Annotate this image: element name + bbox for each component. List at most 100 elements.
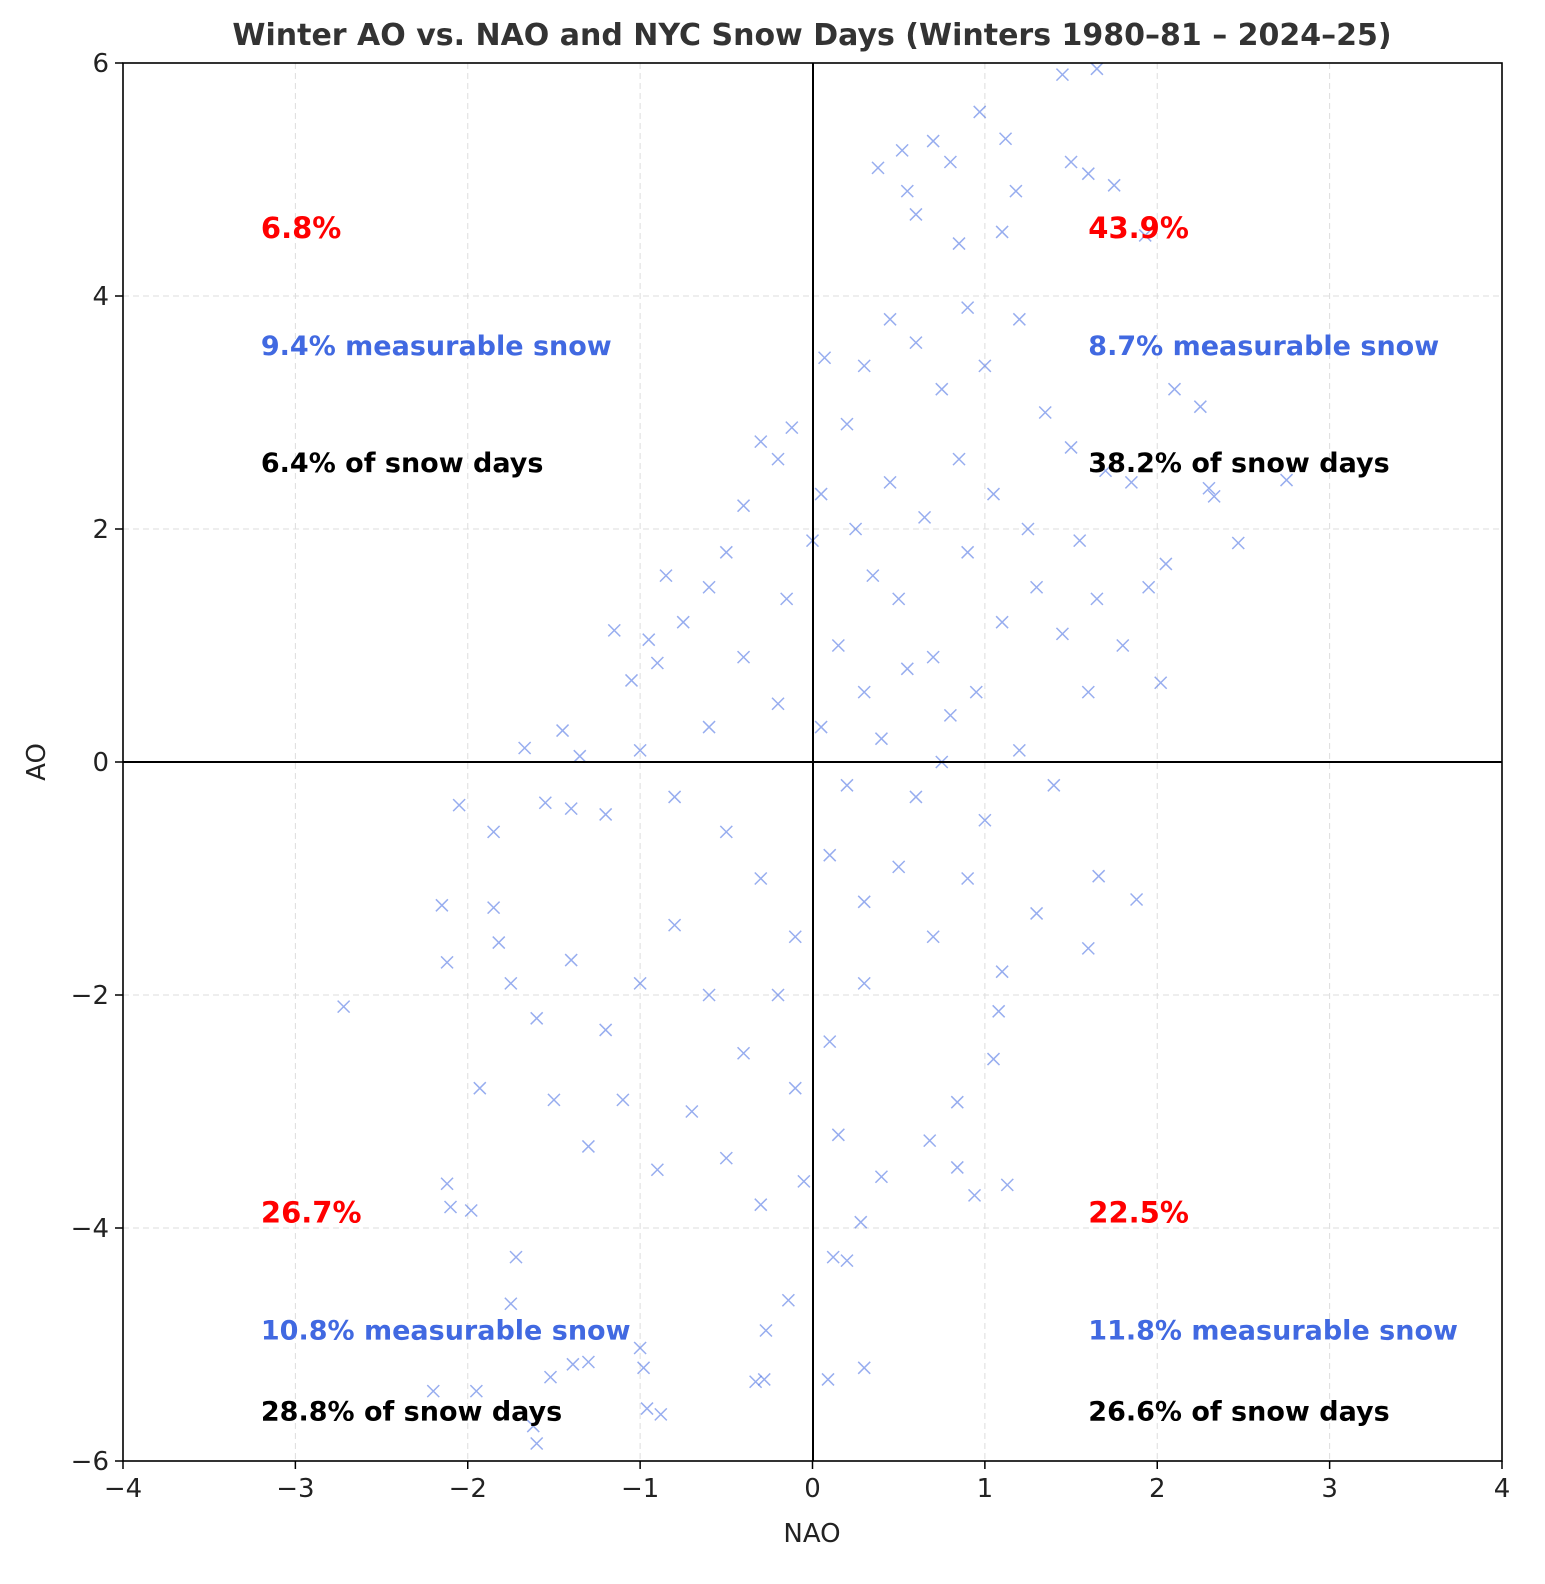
- data-point-marker: [719, 1151, 733, 1165]
- data-point-marker: [785, 421, 799, 435]
- data-point-marker: [840, 417, 854, 431]
- y-axis-label: AO: [22, 743, 52, 781]
- quadrant-snow-days: 28.8% of snow days: [261, 1397, 562, 1428]
- data-point-marker: [581, 1355, 595, 1369]
- data-point-marker: [788, 930, 802, 944]
- data-point-marker: [737, 1046, 751, 1060]
- data-point-marker: [986, 1052, 1001, 1066]
- data-point-marker: [857, 685, 871, 699]
- data-point-marker: [900, 662, 914, 676]
- data-point-marker: [909, 336, 923, 350]
- data-point-marker: [892, 860, 906, 874]
- data-point-marker: [1231, 536, 1245, 550]
- data-point-marker: [840, 778, 854, 792]
- data-points: [337, 62, 1294, 1451]
- quadrant-measurable-snow: 11.8% measurable snow: [1088, 1316, 1458, 1347]
- data-point-marker: [952, 237, 966, 251]
- data-point-marker: [900, 184, 914, 198]
- data-point-marker: [857, 1361, 871, 1375]
- data-point-marker: [1081, 941, 1095, 955]
- data-point-marker: [702, 580, 716, 594]
- data-point-marker: [504, 976, 518, 990]
- y-tick-label: 0: [92, 748, 109, 778]
- data-point-marker: [1193, 400, 1207, 414]
- data-point-marker: [1081, 167, 1095, 181]
- data-point-marker: [968, 1188, 982, 1202]
- data-point-marker: [1055, 68, 1069, 82]
- x-tick-label: 4: [1494, 1474, 1511, 1504]
- data-point-marker: [1092, 869, 1106, 883]
- data-point-marker: [1154, 676, 1168, 690]
- data-point-marker: [607, 623, 621, 637]
- quadrant-measurable-snow: 9.4% measurable snow: [261, 331, 612, 362]
- data-point-marker: [950, 1095, 964, 1109]
- data-point-marker: [788, 1081, 802, 1095]
- data-point-marker: [440, 955, 454, 969]
- data-point-marker: [1000, 1178, 1014, 1192]
- data-point-marker: [573, 749, 587, 763]
- data-point-marker: [1047, 778, 1061, 792]
- data-point-marker: [487, 825, 501, 839]
- data-point-marker: [650, 1163, 664, 1177]
- data-point-marker: [737, 499, 751, 513]
- y-tick-label: −2: [71, 981, 109, 1011]
- data-point-marker: [1030, 580, 1044, 594]
- data-point-marker: [642, 633, 656, 647]
- data-point-marker: [473, 1081, 487, 1095]
- data-point-marker: [685, 1104, 699, 1119]
- data-point-marker: [440, 1177, 454, 1191]
- data-point-marker: [771, 988, 785, 1002]
- data-point-marker: [668, 918, 682, 932]
- data-point-marker: [986, 487, 1001, 501]
- data-point-marker: [654, 1407, 668, 1421]
- data-point-marker: [840, 1254, 854, 1268]
- quadrant-annotations: 6.8% 9.4% measurable snow 6.4% of snow day…: [261, 211, 1458, 1427]
- data-point-marker: [923, 1134, 937, 1148]
- data-point-marker: [1009, 184, 1023, 198]
- data-point-marker: [999, 132, 1013, 146]
- data-point-marker: [883, 312, 897, 326]
- data-point-marker: [599, 1023, 613, 1037]
- data-point-marker: [871, 161, 885, 175]
- data-point-marker: [823, 1035, 837, 1049]
- data-point-marker: [1279, 473, 1294, 487]
- data-point-marker: [676, 615, 690, 629]
- data-point-marker: [1116, 638, 1130, 653]
- quadrant-share: 26.7%: [261, 1196, 362, 1230]
- data-point-marker: [426, 1384, 440, 1398]
- data-point-marker: [616, 1093, 630, 1107]
- data-point-marker: [1207, 489, 1221, 503]
- data-point-marker: [892, 592, 906, 606]
- x-tick-label: −1: [621, 1474, 659, 1504]
- data-point-marker: [650, 656, 664, 670]
- data-point-marker: [961, 301, 975, 315]
- y-tick-label: 2: [92, 515, 109, 545]
- data-point-marker: [556, 724, 570, 738]
- data-point-marker: [926, 134, 940, 148]
- data-point-marker: [857, 895, 871, 909]
- data-point-marker: [823, 848, 837, 862]
- data-point-marker: [874, 1170, 888, 1184]
- data-point-marker: [1130, 892, 1144, 907]
- quadrant-snow-days: 6.4% of snow days: [261, 448, 544, 479]
- data-point-marker: [995, 965, 1009, 979]
- quadrant-snow-days: 26.6% of snow days: [1088, 1397, 1389, 1428]
- data-point-marker: [443, 1200, 458, 1214]
- data-point-marker: [1107, 178, 1121, 192]
- data-point-marker: [337, 1000, 351, 1014]
- data-point-marker: [771, 697, 785, 711]
- data-point-marker: [831, 638, 845, 653]
- data-point-marker: [818, 351, 832, 365]
- data-point-marker: [452, 798, 466, 812]
- data-point-marker: [1055, 627, 1069, 641]
- x-tick-label: −2: [449, 1474, 487, 1504]
- data-point-marker: [1159, 557, 1173, 571]
- data-point-marker: [1081, 685, 1095, 699]
- data-point-marker: [909, 207, 923, 221]
- data-point-marker: [1138, 228, 1152, 242]
- y-tick-label: −4: [71, 1214, 109, 1244]
- data-point-marker: [543, 1370, 558, 1384]
- data-point-marker: [814, 487, 828, 501]
- data-point-marker: [961, 871, 975, 886]
- data-point-marker: [926, 930, 940, 944]
